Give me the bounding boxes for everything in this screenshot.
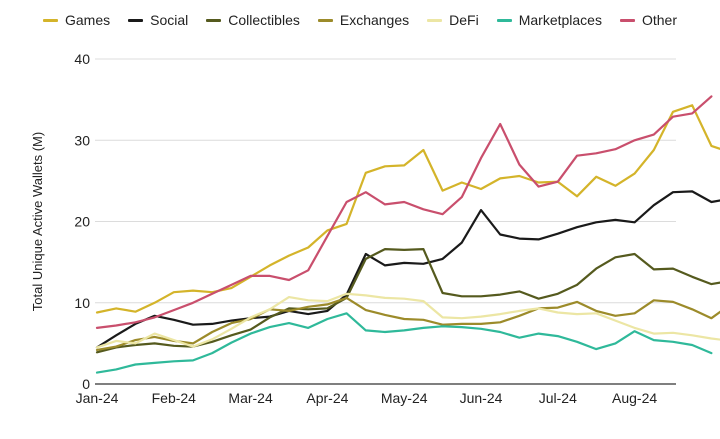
- legend-label: Other: [641, 12, 677, 28]
- x-tick-label: Jul-24: [539, 390, 577, 406]
- legend-swatch: [317, 18, 333, 22]
- y-tick-label: 10: [74, 295, 90, 311]
- x-tick-label: May-24: [381, 390, 428, 406]
- legend-swatch: [619, 18, 635, 22]
- legend: Games Social Collectibles Exchanges DeFi Mark…: [0, 12, 720, 28]
- legend-swatch: [128, 18, 144, 22]
- legend-item-defi: DeFi: [427, 12, 479, 28]
- y-axis-label: Total Unique Active Wallets (M): [30, 132, 45, 311]
- legend-label: Marketplaces: [518, 12, 602, 28]
- x-tick-label: Apr-24: [306, 390, 348, 406]
- legend-item-games: Games: [43, 12, 110, 28]
- legend-swatch: [43, 18, 58, 22]
- legend-label: DeFi: [449, 12, 479, 28]
- legend-item-marketplaces: Marketplaces: [496, 12, 602, 28]
- x-tick-label: Mar-24: [228, 390, 273, 406]
- legend-swatch: [427, 18, 443, 22]
- x-tick-label: Feb-24: [152, 390, 197, 406]
- series-line-games: [95, 104, 720, 314]
- x-tick-label: Aug-24: [612, 390, 657, 406]
- legend-swatch: [496, 18, 512, 22]
- series-line-marketplaces: [95, 312, 713, 374]
- y-tick-label: 40: [74, 51, 90, 67]
- series-line-other: [95, 95, 713, 329]
- series-line-defi: [95, 292, 720, 349]
- legend-item-collectibles: Collectibles: [206, 12, 300, 28]
- legend-item-social: Social: [128, 12, 188, 28]
- series-line-exchanges: [95, 296, 720, 351]
- legend-label: Social: [150, 12, 189, 28]
- legend-label: Games: [65, 12, 111, 28]
- y-tick-label: 0: [82, 376, 90, 392]
- series-line-social: [95, 190, 720, 349]
- y-tick-label: 30: [74, 132, 90, 148]
- legend-item-exchanges: Exchanges: [317, 12, 410, 28]
- series-line-collectibles: [95, 248, 720, 354]
- y-tick-label: 20: [74, 214, 90, 230]
- legend-label: Collectibles: [228, 12, 300, 28]
- legend-label: Exchanges: [339, 12, 410, 28]
- x-tick-label: Jun-24: [460, 390, 503, 406]
- legend-item-other: Other: [619, 12, 677, 28]
- legend-swatch: [206, 18, 222, 22]
- x-tick-label: Jan-24: [76, 390, 119, 406]
